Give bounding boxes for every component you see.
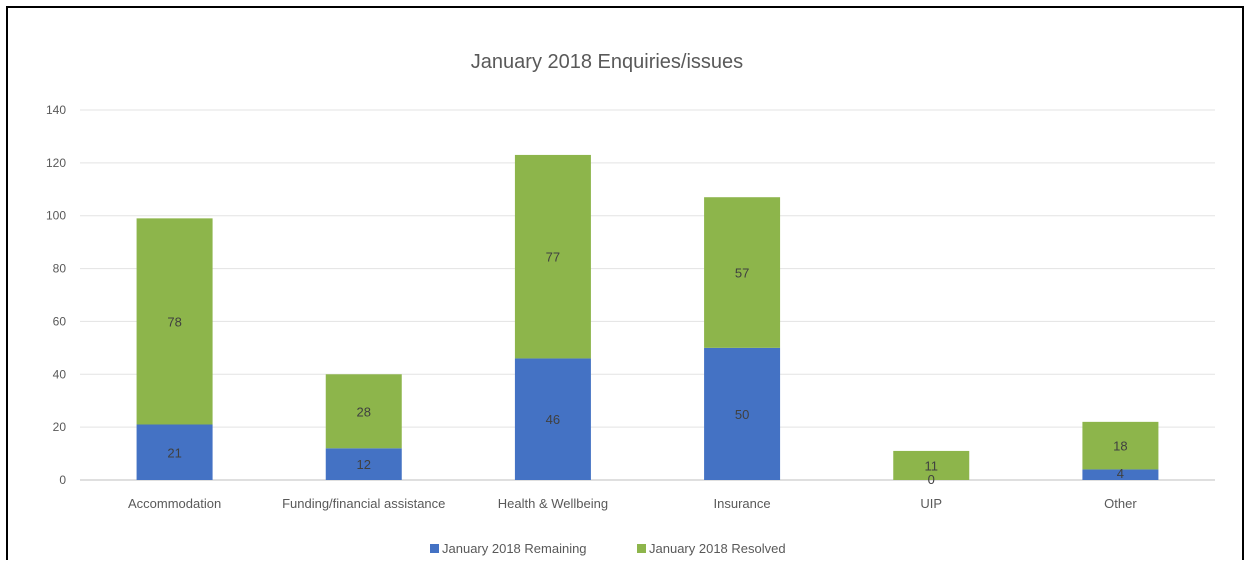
x-tick-label: Accommodation: [128, 496, 221, 511]
bar-resolved: [514, 154, 591, 359]
data-label: 12: [357, 457, 371, 472]
data-label: 46: [546, 412, 560, 427]
y-tick-label: 140: [46, 103, 66, 117]
legend-label: January 2018 Resolved: [649, 541, 786, 556]
x-tick-label: UIP: [920, 496, 942, 511]
data-label: 57: [735, 266, 749, 281]
bar-resolved: [136, 218, 213, 425]
gridlines: [80, 109, 1215, 481]
x-tick-label: Health & Wellbeing: [498, 496, 608, 511]
data-label: 18: [1113, 439, 1127, 454]
data-label: 50: [735, 407, 749, 422]
x-tick-label: Other: [1104, 496, 1137, 511]
bar-resolved: [704, 197, 781, 348]
bar-remaining: [1082, 469, 1159, 480]
y-tick-label: 120: [46, 156, 66, 170]
x-tick-label: Insurance: [714, 496, 771, 511]
y-tick-label: 40: [53, 367, 67, 381]
data-label: 28: [357, 404, 371, 419]
data-label: 11: [925, 458, 939, 473]
bars: [136, 154, 1159, 480]
legend-swatch: [430, 544, 439, 553]
chart-title: January 2018 Enquiries/issues: [471, 51, 743, 73]
data-label: 78: [167, 314, 181, 329]
y-tick-label: 20: [53, 420, 67, 434]
bar-resolved: [325, 374, 402, 449]
y-axis-ticks: 0 20 40 60 80 100 120 140: [46, 103, 66, 487]
y-tick-label: 80: [53, 262, 67, 276]
bar-resolved: [893, 450, 970, 480]
bar-remaining: [136, 424, 213, 480]
bar-resolved: [1082, 421, 1159, 470]
legend-swatch: [637, 544, 646, 553]
x-axis-labels: Accommodation Funding/financial assistanc…: [128, 496, 1137, 511]
bar-remaining: [514, 358, 591, 480]
y-tick-label: 100: [46, 209, 66, 223]
data-label: 77: [546, 250, 560, 265]
y-tick-label: 60: [53, 314, 67, 328]
x-tick-label: Funding/financial assistance: [282, 496, 445, 511]
legend-label: January 2018 Remaining: [442, 541, 587, 556]
y-tick-label: 0: [59, 473, 66, 487]
bar-remaining: [325, 448, 402, 480]
legend: January 2018 Remaining January 2018 Resol…: [430, 541, 786, 556]
data-label: 0: [928, 472, 935, 487]
bar-remaining: [704, 347, 781, 480]
data-labels: 21 78 12 28 46 77 50 57 011 4 18: [167, 250, 1127, 487]
data-label: 4: [1117, 466, 1124, 481]
data-label: 21: [167, 445, 181, 460]
